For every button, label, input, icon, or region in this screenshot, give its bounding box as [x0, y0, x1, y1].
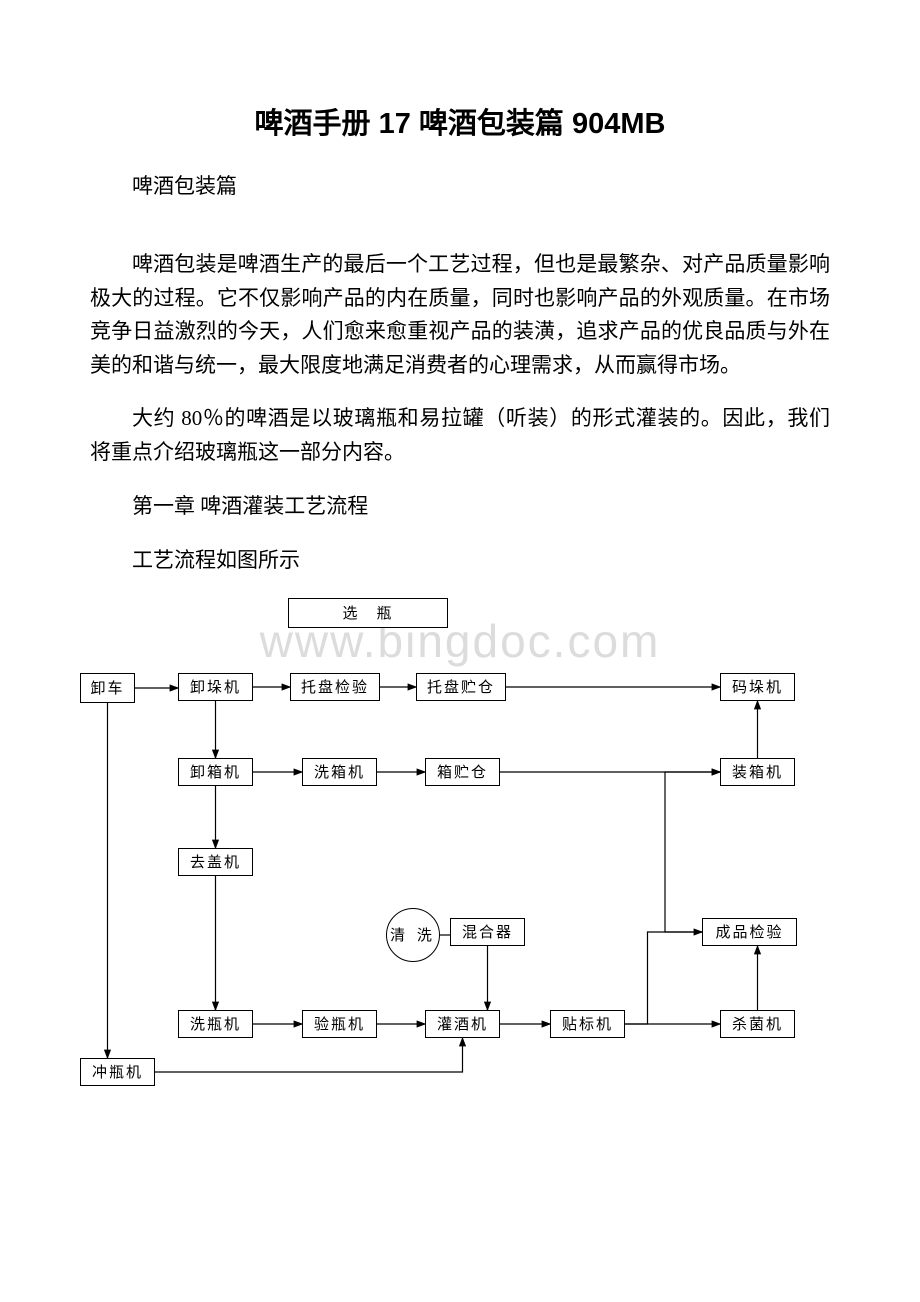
flow-node-palletizer: 码垛机 [720, 673, 795, 701]
flow-node-select: 选 瓶 [288, 598, 448, 628]
flow-node-wash: 清 洗 [386, 908, 440, 962]
flow-node-filler: 灌酒机 [425, 1010, 500, 1038]
flow-node-unpacker: 卸箱机 [178, 758, 253, 786]
flow-node-crate_washer: 洗箱机 [302, 758, 377, 786]
flow-node-mixer: 混合器 [450, 918, 525, 946]
flow-node-pasteurizer: 杀菌机 [720, 1010, 795, 1038]
paragraph-2: 大约 80％的啤酒是以玻璃瓶和易拉罐（听装）的形式灌装的。因此，我们将重点介绍玻… [90, 402, 830, 469]
flow-node-product_inspect: 成品检验 [702, 918, 797, 946]
flow-node-crate_storage: 箱贮仓 [425, 758, 500, 786]
flow-node-rinser: 冲瓶机 [80, 1058, 155, 1086]
doc-title: 啤酒手册 17 啤酒包装篇 904MB [90, 100, 830, 142]
flow-node-unload_truck: 卸车 [80, 673, 135, 703]
flow-node-pallet_inspect: 托盘检验 [290, 673, 380, 701]
paragraph-1: 啤酒包装是啤酒生产的最后一个工艺过程，但也是最繁杂、对产品质量影响极大的过程。它… [90, 248, 830, 382]
flow-node-labeler: 贴标机 [550, 1010, 625, 1038]
flow-node-packer: 装箱机 [720, 758, 795, 786]
chapter-header: 第一章 啤酒灌装工艺流程 [132, 490, 830, 520]
flow-node-depalletizer: 卸垛机 [178, 673, 253, 701]
flow-node-decapper: 去盖机 [178, 848, 253, 876]
flow-node-bottle_washer: 洗瓶机 [178, 1010, 253, 1038]
doc-subtitle: 啤酒包装篇 [132, 170, 830, 200]
flow-node-pallet_storage: 托盘贮仓 [416, 673, 506, 701]
flow-node-bottle_inspect: 验瓶机 [302, 1010, 377, 1038]
flowchart-container: 选 瓶卸车 卸垛机 托盘检验 托盘贮仓 码垛机卸箱机 洗箱机 箱贮仓 装箱机去盖机清 洗混合器… [80, 598, 840, 1138]
flow-intro: 工艺流程如图所示 [132, 544, 830, 574]
